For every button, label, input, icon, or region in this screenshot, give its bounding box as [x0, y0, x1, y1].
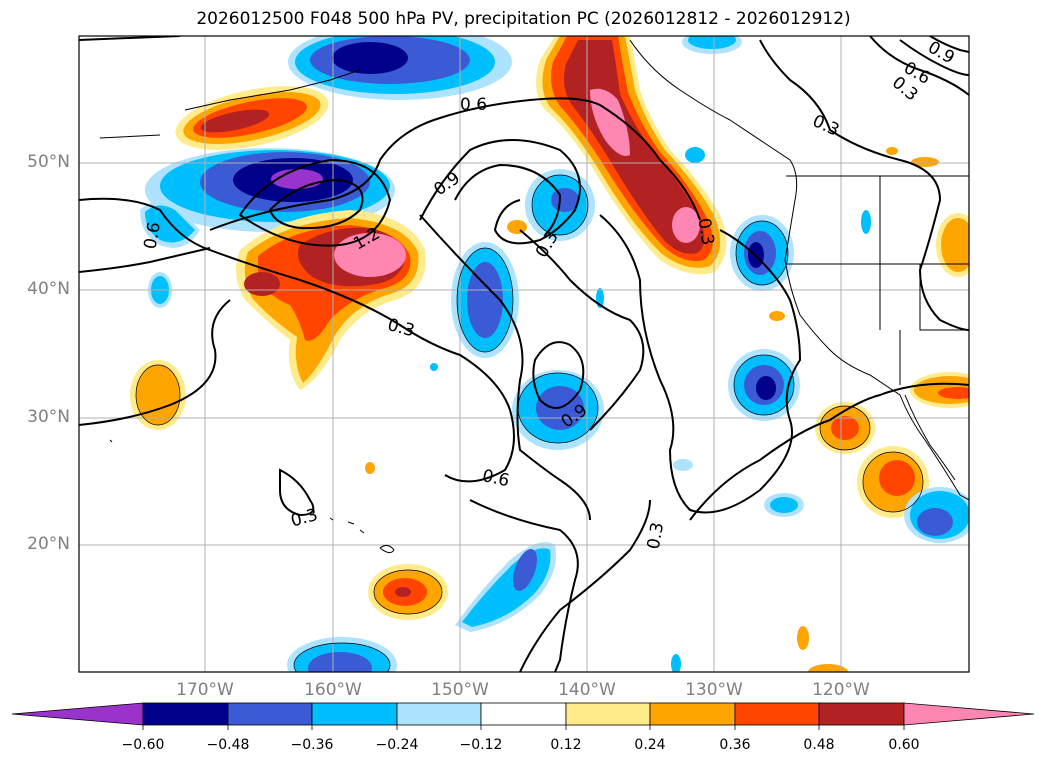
colorbar-tick: −0.12: [459, 737, 503, 753]
colorbar-tick: 0.60: [888, 737, 920, 753]
colorbar-tick: 0.36: [719, 737, 751, 753]
contour-label: 0.3: [385, 315, 416, 341]
pv-contours: [79, 36, 969, 672]
contour-label: 0.9: [924, 38, 957, 69]
lat-label-50n: 50°N: [27, 152, 70, 172]
colorbar-tick: −0.36: [290, 737, 334, 753]
colorbar-extend-min: [11, 702, 144, 726]
colorbar-tick: 0.12: [550, 737, 582, 753]
contour-label: 0.3: [809, 111, 842, 141]
colorbar-extend-max: [903, 702, 1035, 726]
colorbar-tick: −0.48: [206, 737, 250, 753]
lat-label-40n: 40°N: [27, 279, 70, 299]
lat-label-20n: 20°N: [27, 534, 70, 554]
contour-label: 0.3: [289, 505, 320, 531]
colorbar-tick: −0.60: [121, 737, 165, 753]
contour-label: 0.3: [644, 521, 668, 551]
lon-label-130w: 130°W: [685, 680, 743, 700]
contour-label: 0.6: [480, 466, 511, 491]
coastlines: [99, 39, 969, 554]
colorbar-tick: 0.48: [803, 737, 835, 753]
lon-label-120w: 120°W: [812, 680, 870, 700]
contour-label: 0.9: [430, 168, 464, 200]
lon-label-150w: 150°W: [431, 680, 489, 700]
lon-label-170w: 170°W: [176, 680, 234, 700]
lon-label-160w: 160°W: [304, 680, 362, 700]
precip-field: [130, 36, 969, 672]
colorbar-tick: −0.24: [375, 737, 419, 753]
lon-label-140w: 140°W: [558, 680, 616, 700]
contour-label: 0.6: [460, 95, 487, 115]
colorbar: [11, 702, 1035, 730]
lat-label-30n: 30°N: [27, 407, 70, 427]
contour-label: 0.6: [140, 221, 164, 251]
colorbar-tick: 0.24: [634, 737, 666, 753]
map-title: 2026012500 F048 500 hPa PV, precipitatio…: [196, 9, 851, 29]
contour-label: 0.3: [693, 217, 717, 247]
map-frame: [78, 35, 970, 673]
